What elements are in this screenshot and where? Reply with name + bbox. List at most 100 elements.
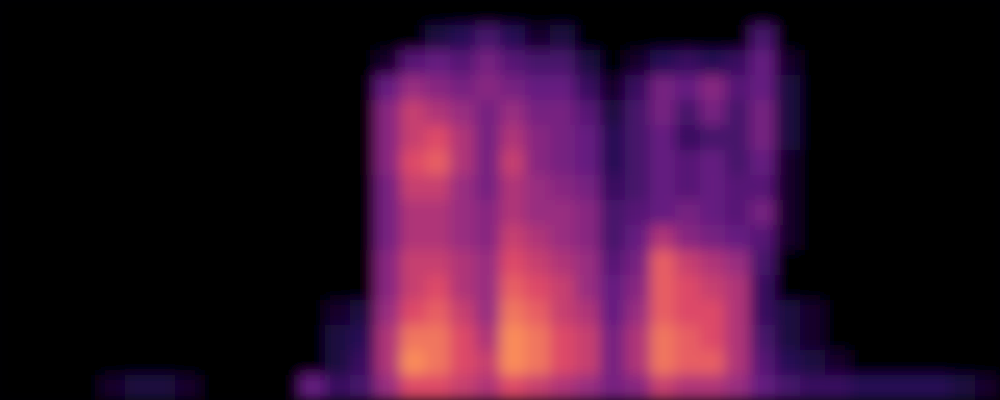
cell (250, 125, 276, 151)
cell (975, 350, 1000, 376)
cell (450, 375, 476, 400)
cell (700, 75, 726, 101)
cell (200, 25, 226, 51)
cell (800, 325, 826, 351)
cell (525, 300, 551, 326)
plot-area (0, 0, 1000, 400)
cell (300, 100, 326, 126)
cell (550, 25, 576, 51)
cell (25, 0, 51, 26)
cell (700, 325, 726, 351)
cell (375, 150, 401, 176)
cell (800, 375, 826, 400)
cell (175, 100, 201, 126)
cell (50, 350, 76, 376)
cell (750, 225, 776, 251)
cell (400, 275, 426, 301)
cell (650, 350, 676, 376)
cell (600, 300, 626, 326)
cell (325, 200, 351, 226)
cell (950, 0, 976, 26)
cell (525, 175, 551, 201)
cell (525, 100, 551, 126)
cell (775, 275, 801, 301)
cell (500, 50, 526, 76)
cell (775, 300, 801, 326)
cell (675, 0, 701, 26)
cell (975, 200, 1000, 226)
cell (150, 350, 176, 376)
cell (650, 100, 676, 126)
cell (375, 350, 401, 376)
cell (250, 275, 276, 301)
cell (975, 50, 1000, 76)
cell (925, 325, 951, 351)
cell (50, 0, 76, 26)
cell (125, 50, 151, 76)
cell (750, 50, 776, 76)
cell (650, 175, 676, 201)
cell (100, 275, 126, 301)
cell (300, 375, 326, 400)
cell (425, 75, 451, 101)
cell (225, 275, 251, 301)
cell (200, 175, 226, 201)
cell (850, 375, 876, 400)
cell (50, 200, 76, 226)
cell (825, 125, 851, 151)
cell (125, 125, 151, 151)
cell (950, 125, 976, 151)
cell (875, 150, 901, 176)
cell (75, 325, 101, 351)
cell (800, 100, 826, 126)
cell (600, 200, 626, 226)
cell (725, 75, 751, 101)
cell (700, 300, 726, 326)
cell (425, 100, 451, 126)
cell (550, 275, 576, 301)
cell (925, 100, 951, 126)
cell (650, 250, 676, 276)
cell (350, 50, 376, 76)
cell (850, 350, 876, 376)
cell (750, 0, 776, 26)
cell (125, 75, 151, 101)
cell (700, 25, 726, 51)
cell (925, 175, 951, 201)
cell (650, 50, 676, 76)
cell (350, 275, 376, 301)
cell (350, 100, 376, 126)
cell (925, 350, 951, 376)
cell (475, 25, 501, 51)
cell (375, 50, 401, 76)
cell (150, 250, 176, 276)
cell (475, 325, 501, 351)
cell (300, 25, 326, 51)
cell (875, 375, 901, 400)
cell (525, 225, 551, 251)
cell (25, 150, 51, 176)
cell (600, 250, 626, 276)
cell (325, 175, 351, 201)
cell (575, 0, 601, 26)
cell (775, 175, 801, 201)
cell (0, 275, 26, 301)
cell (225, 75, 251, 101)
cell (75, 275, 101, 301)
cell (425, 250, 451, 276)
cell (625, 150, 651, 176)
cell (175, 150, 201, 176)
cell (750, 200, 776, 226)
cell (150, 175, 176, 201)
cell (350, 350, 376, 376)
cell (825, 325, 851, 351)
cell (500, 0, 526, 26)
cell (575, 350, 601, 376)
cell (900, 0, 926, 26)
cell (875, 50, 901, 76)
cell (575, 175, 601, 201)
cell (725, 125, 751, 151)
cell (350, 150, 376, 176)
cell (400, 175, 426, 201)
cell (200, 275, 226, 301)
